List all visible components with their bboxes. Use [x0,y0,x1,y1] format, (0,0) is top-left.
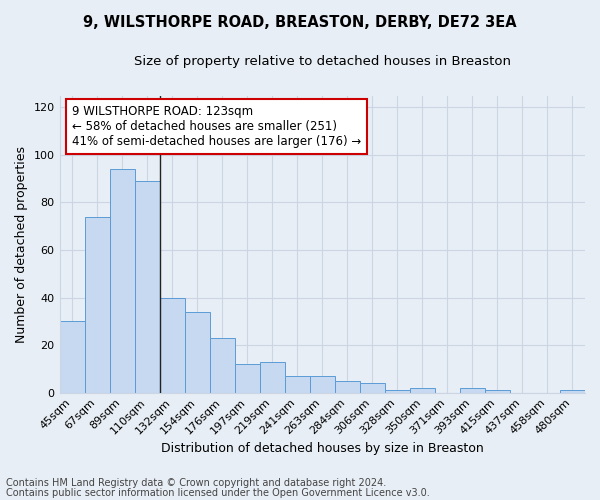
Text: 9 WILSTHORPE ROAD: 123sqm
← 58% of detached houses are smaller (251)
41% of semi: 9 WILSTHORPE ROAD: 123sqm ← 58% of detac… [72,105,361,148]
Bar [360,383,385,392]
Bar [59,322,85,392]
Text: Contains HM Land Registry data © Crown copyright and database right 2024.: Contains HM Land Registry data © Crown c… [6,478,386,488]
Bar [335,380,360,392]
Text: Contains public sector information licensed under the Open Government Licence v3: Contains public sector information licen… [6,488,430,498]
Text: 9, WILSTHORPE ROAD, BREASTON, DERBY, DE72 3EA: 9, WILSTHORPE ROAD, BREASTON, DERBY, DE7… [83,15,517,30]
Bar [310,376,335,392]
X-axis label: Distribution of detached houses by size in Breaston: Distribution of detached houses by size … [161,442,484,455]
Bar [260,362,285,392]
Bar [285,376,310,392]
Bar [560,390,585,392]
Bar [85,217,110,392]
Bar [134,181,160,392]
Bar [235,364,260,392]
Bar [160,298,185,392]
Bar [110,169,134,392]
Bar [209,338,235,392]
Title: Size of property relative to detached houses in Breaston: Size of property relative to detached ho… [134,55,511,68]
Bar [385,390,410,392]
Bar [485,390,510,392]
Bar [460,388,485,392]
Bar [185,312,209,392]
Bar [410,388,435,392]
Y-axis label: Number of detached properties: Number of detached properties [15,146,28,342]
